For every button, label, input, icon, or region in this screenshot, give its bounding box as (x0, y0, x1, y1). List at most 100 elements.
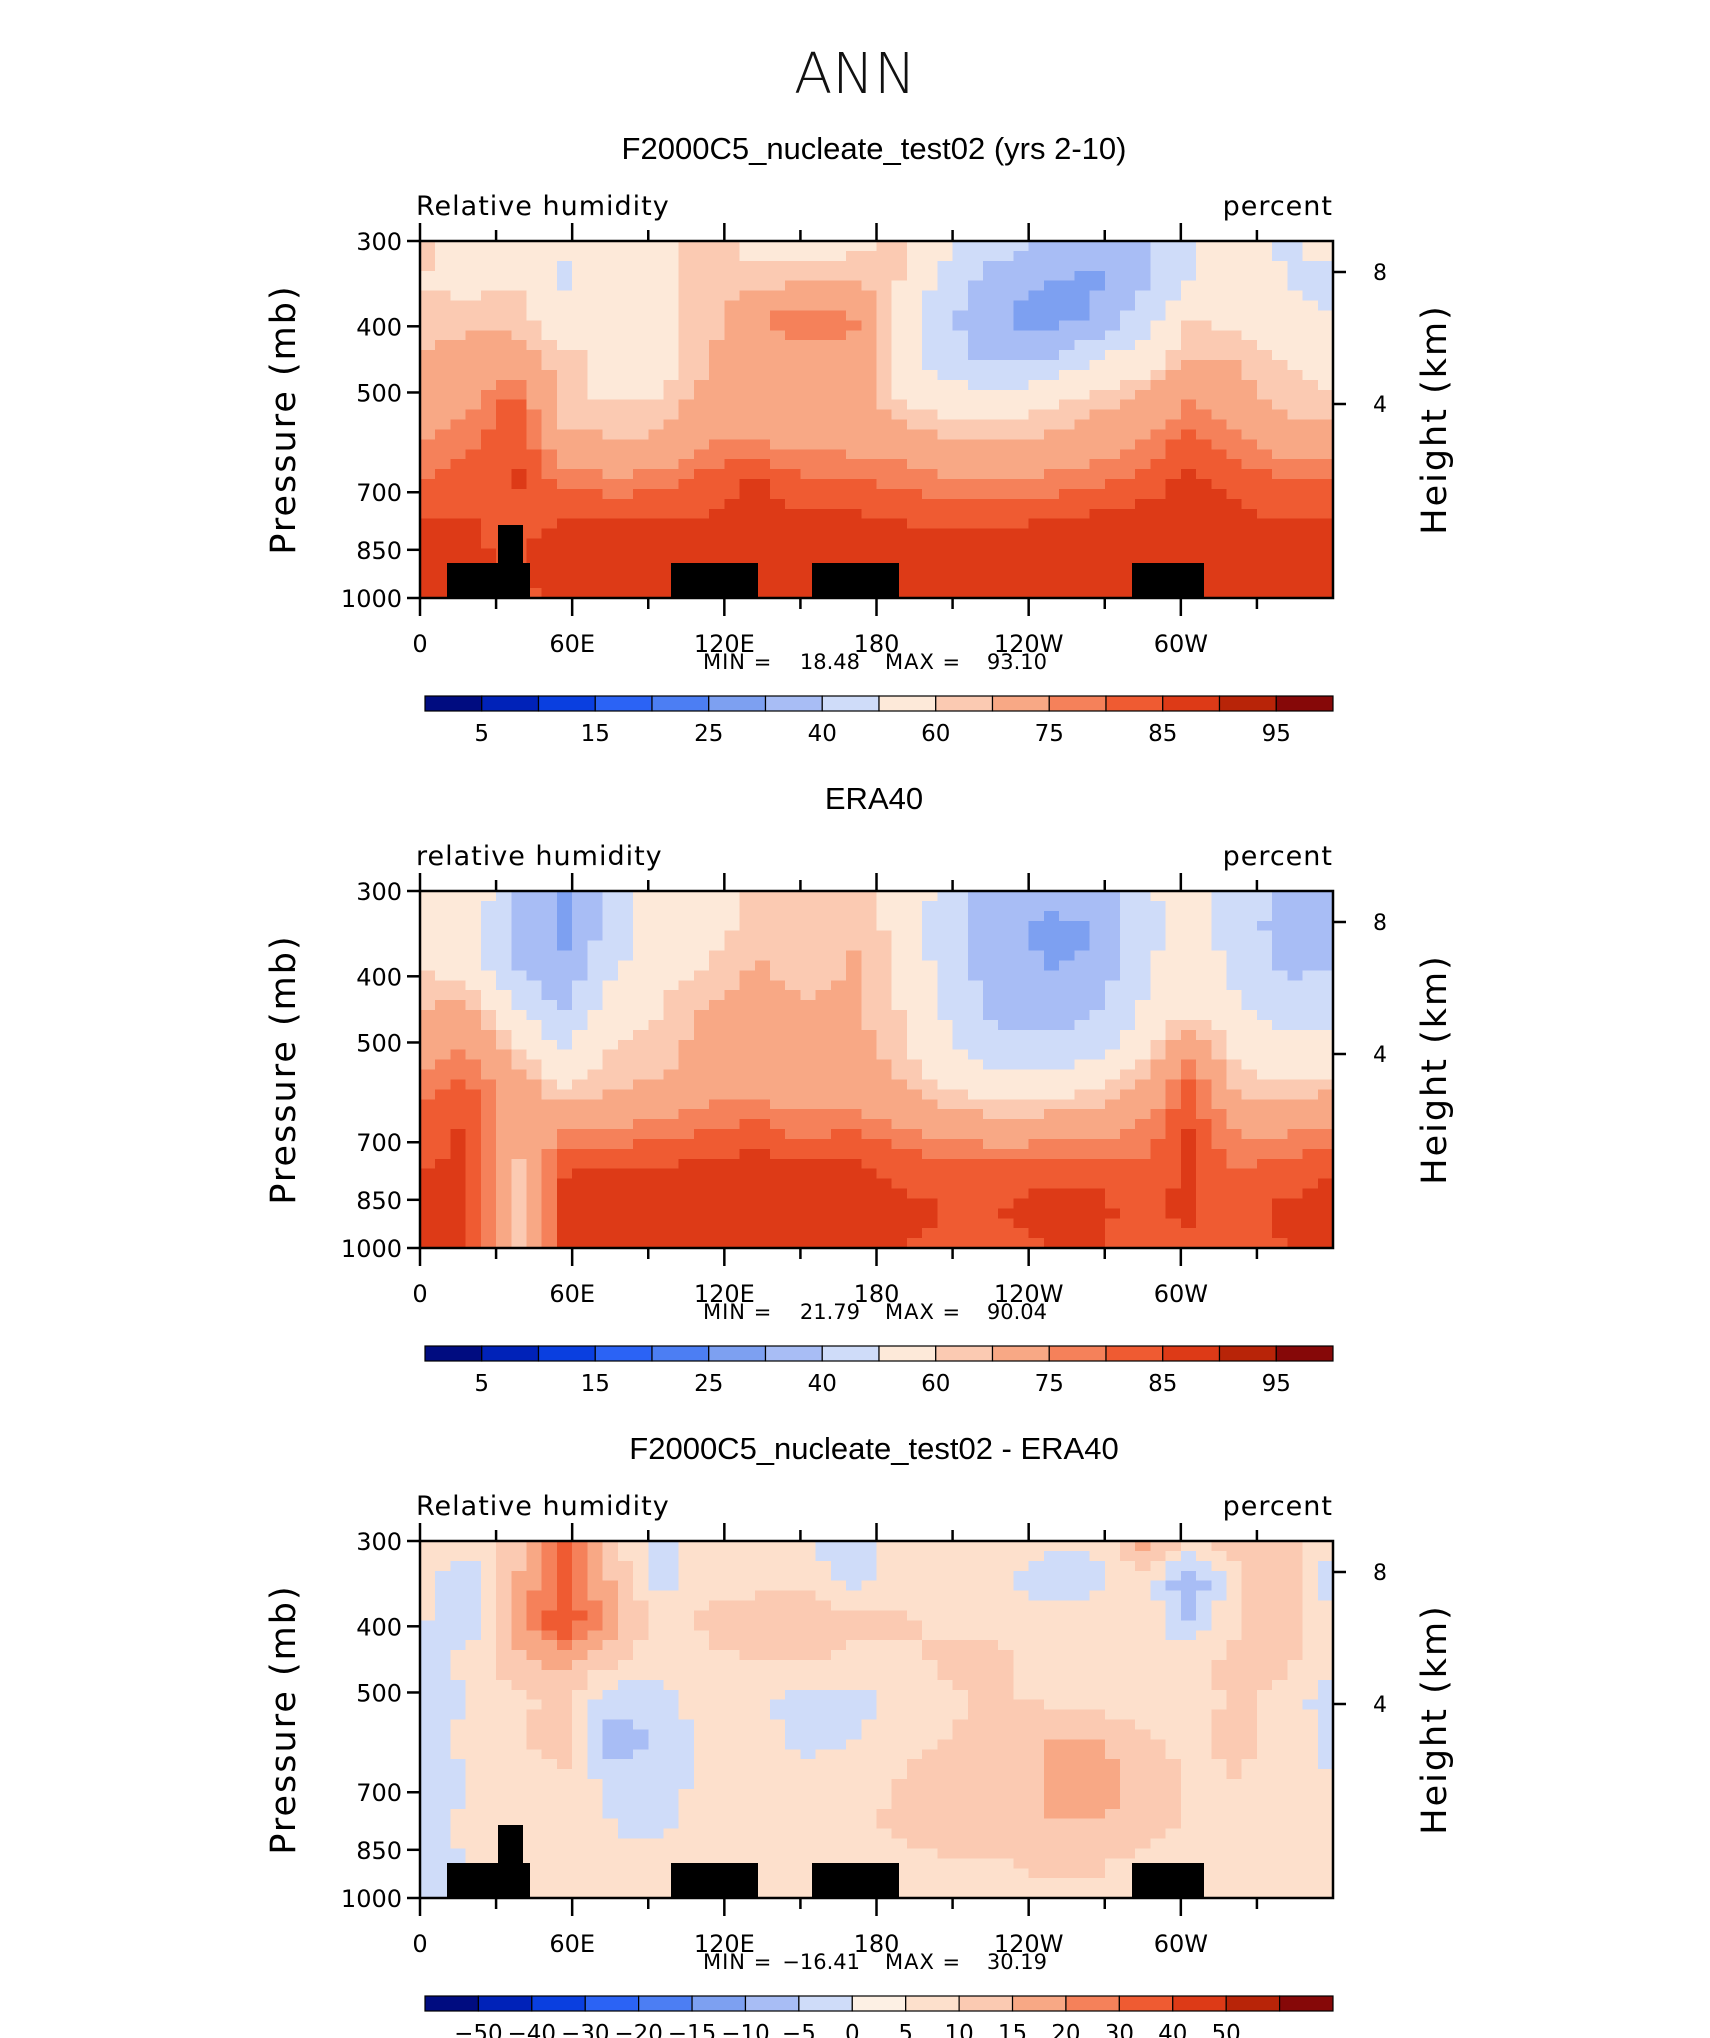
contour-cell (556, 538, 573, 550)
contour-cell (815, 1198, 832, 1209)
contour-cell (1150, 379, 1167, 391)
contour-cell (496, 350, 512, 361)
contour-cell (1043, 320, 1060, 331)
contour-cell (937, 498, 954, 510)
contour-cell (1135, 459, 1151, 470)
contour-cell (937, 479, 954, 490)
colorbar-label: 15 (581, 721, 610, 747)
contour-cell (556, 1228, 573, 1239)
contour-cell (724, 528, 741, 540)
contour-cell (420, 1570, 436, 1582)
contour-cell (861, 340, 878, 351)
contour-cell (480, 379, 497, 391)
contour-cell (1287, 1610, 1304, 1621)
contour-cell (815, 290, 832, 302)
contour-cell (1074, 1119, 1091, 1130)
contour-cell (830, 1550, 847, 1562)
contour-cell (922, 1029, 938, 1041)
contour-cell (465, 1049, 482, 1061)
contour-cell (420, 1029, 436, 1041)
contour-cell (1211, 1178, 1228, 1190)
contour-cell (1013, 350, 1030, 361)
contour-cell (1317, 1198, 1334, 1209)
contour-cell (769, 459, 786, 470)
contour-cell (1013, 1158, 1030, 1170)
contour-cell (480, 1168, 497, 1180)
contour-cell (465, 1541, 482, 1552)
contour-cell (998, 960, 1015, 971)
contour-cell (815, 891, 832, 902)
contour-cell (983, 1178, 999, 1190)
contour-cell (420, 1600, 436, 1612)
colorbar-label: 85 (1148, 1371, 1177, 1397)
contour-cell (1043, 548, 1060, 559)
contour-cell (1059, 290, 1075, 302)
contour-cell (496, 1178, 512, 1190)
contour-cell (465, 920, 482, 932)
contour-cell (891, 498, 908, 510)
contour-cell (693, 1089, 710, 1100)
y-axis-right: 84 Height (km) (1333, 911, 1455, 1185)
contour-cell (861, 528, 878, 540)
contour-cell (633, 1039, 649, 1051)
contour-cell (769, 1089, 786, 1100)
contour-cell (952, 429, 969, 440)
contour-cell (830, 1039, 847, 1051)
contour-cell (937, 1158, 954, 1170)
contour-cell (846, 1600, 862, 1612)
contour-cell (724, 1059, 741, 1071)
contour-cell (998, 389, 1015, 401)
contour-cell (1059, 320, 1075, 331)
contour-cell (1272, 419, 1288, 431)
contour-cell (952, 488, 969, 500)
contour-cell (480, 1010, 497, 1021)
contour-cell (602, 1238, 619, 1249)
contour-cell (1317, 538, 1334, 550)
contour-cell (769, 250, 786, 262)
contour-cell (465, 1580, 482, 1592)
contour-cell (678, 1541, 695, 1552)
contour-cell (1226, 568, 1243, 579)
contour-cell (511, 1580, 528, 1592)
contour-cell (541, 1610, 558, 1621)
contour-cell (1059, 1218, 1075, 1229)
contour-cell (480, 930, 497, 942)
contour-cell (648, 920, 665, 932)
contour-cell (876, 300, 893, 312)
contour-cell (754, 950, 771, 962)
contour-cell (1104, 479, 1121, 490)
contour-cell (1074, 960, 1091, 971)
contour-cell (1135, 270, 1151, 282)
contour-cell (1135, 940, 1151, 952)
contour-cell (1089, 1550, 1106, 1562)
contour-cell (830, 1560, 847, 1572)
contour-cell (1226, 1238, 1243, 1249)
contour-cell (769, 910, 786, 922)
contour-cell (1226, 330, 1243, 341)
contour-cell (1211, 290, 1228, 302)
contour-cell (891, 1119, 908, 1130)
contour-cell (602, 1550, 619, 1562)
contour-cell (1135, 1158, 1151, 1170)
contour-cell (937, 1168, 954, 1180)
contour-cell (465, 910, 482, 922)
contour-cell (1317, 1550, 1334, 1562)
contour-cell (922, 1109, 938, 1120)
contour-cell (693, 538, 710, 550)
contour-cell (678, 1198, 695, 1209)
contour-cell (1135, 379, 1151, 391)
contour-cell (1074, 250, 1091, 262)
contour-cell (496, 900, 512, 912)
contour-cell (876, 1148, 893, 1160)
contour-cell (572, 469, 588, 480)
contour-cell (785, 1218, 802, 1229)
contour-cell (739, 250, 756, 262)
contour-cell (1211, 518, 1228, 530)
contour-cell (1165, 1059, 1182, 1071)
contour-cell (1150, 960, 1167, 971)
contour-cell (998, 250, 1015, 262)
contour-cell (1211, 369, 1228, 381)
contour-cell (435, 920, 452, 932)
contour-cell (1074, 330, 1091, 341)
contour-cell (754, 1059, 771, 1071)
